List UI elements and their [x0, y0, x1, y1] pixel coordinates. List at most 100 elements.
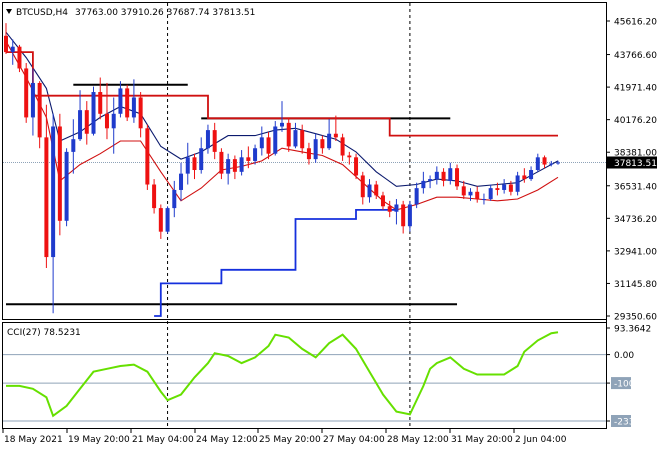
bear-candle — [347, 155, 352, 158]
bear-candle — [461, 186, 466, 196]
time-axis-label: 21 May 04:00 — [132, 435, 194, 445]
time-axis-label: 24 May 12:00 — [196, 435, 258, 445]
bull-candle — [488, 188, 493, 200]
bear-candle — [57, 126, 62, 221]
bear-candle — [340, 137, 345, 156]
bear-candle — [360, 175, 365, 198]
cci-pane[interactable] — [2, 322, 607, 429]
cci-tick-label: -233.1388 — [614, 418, 660, 428]
bear-candle — [401, 204, 406, 227]
bull-candle — [239, 157, 244, 172]
bull-candle — [10, 46, 15, 53]
bear-candle — [152, 184, 157, 209]
bear-candle — [387, 206, 392, 212]
bull-candle — [535, 157, 540, 171]
bull-candle — [293, 130, 298, 147]
cci-line — [6, 331, 559, 418]
bear-candle — [125, 88, 130, 118]
bull-candle — [313, 139, 318, 160]
price-tick-label: 36531.40 — [614, 182, 657, 192]
bear-candle — [306, 148, 311, 160]
cci-tick-label: 0.00 — [614, 351, 634, 361]
price-tick-label: 45616.20 — [614, 18, 657, 28]
bear-candle — [104, 113, 109, 129]
bull-candle — [51, 126, 56, 258]
bull-candle — [515, 175, 520, 192]
bull-candle — [428, 179, 433, 181]
cci-tick-label: 93.3642 — [614, 325, 651, 335]
time-axis-label: 27 May 04:00 — [323, 435, 385, 445]
symbol-label: BTCUSD,H4 — [16, 8, 68, 18]
bear-candle — [374, 184, 379, 196]
time-axis: 18 May 2021 19 May 20:00 21 May 04:00 24 Ma… — [2, 429, 567, 445]
time-axis-label: 2 Jun 04:00 — [515, 435, 567, 445]
bull-candle — [421, 180, 426, 189]
price-tick-label: 38381.00 — [614, 149, 657, 159]
current-price-tag: 37813.51 — [607, 156, 657, 169]
bear-candle — [192, 157, 197, 171]
bear-candle — [320, 139, 325, 149]
bear-candle — [475, 191, 480, 200]
price-tick-label: 31145.80 — [614, 280, 657, 290]
bull-candle — [259, 137, 264, 149]
price-pane[interactable] — [2, 2, 607, 320]
cci-tick-label: -100 — [614, 380, 635, 390]
bull-candle — [502, 184, 507, 190]
collapse-triangle-icon[interactable] — [6, 9, 12, 14]
bear-candle — [4, 35, 8, 53]
bull-candle — [185, 157, 190, 174]
bull-candle — [131, 97, 136, 118]
bear-candle — [212, 130, 217, 152]
bull-candle — [179, 173, 184, 190]
bull-candle — [64, 151, 69, 221]
ohlc-values: 37763.00 37910.26 37687.74 37813.51 — [75, 8, 255, 18]
bull-candle — [78, 110, 83, 140]
price-axis-ticks: 45616.20 43766.60 41971.40 40176.20 38381.00… — [606, 18, 657, 323]
time-axis-label: 25 May 20:00 — [259, 435, 321, 445]
price-tick-label: 29350.60 — [614, 313, 657, 323]
bear-candle — [522, 175, 527, 180]
bear-candle — [17, 46, 22, 69]
trailing-stop-blue-line — [154, 208, 397, 317]
price-tick-label: 34736.20 — [614, 215, 657, 225]
bull-candle — [226, 159, 231, 174]
bull-candle — [549, 163, 554, 165]
current-price-label: 37813.51 — [614, 159, 657, 169]
time-axis-label: 31 May 20:00 — [451, 435, 513, 445]
bear-candle — [145, 128, 150, 185]
bull-candle — [394, 204, 399, 212]
bull-candle — [111, 113, 116, 129]
bear-candle — [380, 195, 385, 207]
bear-candle — [246, 157, 251, 161]
bull-candle — [71, 139, 76, 152]
bull-candle — [280, 122, 284, 127]
envelope-upper-line — [5, 31, 559, 187]
bull-candle — [205, 130, 210, 149]
bear-candle — [286, 122, 291, 147]
bull-candle — [556, 162, 560, 164]
time-axis-label: 19 May 20:00 — [68, 435, 130, 445]
cci-level-tag — [611, 415, 631, 427]
candles — [4, 23, 560, 314]
bear-candle — [44, 137, 49, 258]
bull-candle — [414, 188, 419, 205]
bear-candle — [232, 159, 237, 172]
bull-candle — [367, 184, 372, 198]
bull-candle — [30, 82, 35, 118]
bear-candle — [37, 82, 42, 138]
bear-candle — [24, 68, 29, 118]
bear-candle — [266, 137, 271, 154]
bear-candle — [508, 184, 513, 192]
price-tick-label: 43766.60 — [614, 51, 657, 61]
time-axis-label: 18 May 2021 — [4, 435, 63, 445]
bull-candle — [91, 92, 96, 134]
bull-candle — [434, 171, 439, 180]
bear-candle — [158, 208, 163, 232]
chart-header: BTCUSD,H4 37763.00 37910.26 37687.74 378… — [6, 8, 255, 18]
bull-candle — [327, 133, 332, 149]
cci-label: CCI(27) 78.5231 — [7, 328, 81, 338]
bull-candle — [165, 208, 170, 232]
time-axis-label: 28 May 12:00 — [387, 435, 449, 445]
bear-candle — [495, 188, 500, 190]
